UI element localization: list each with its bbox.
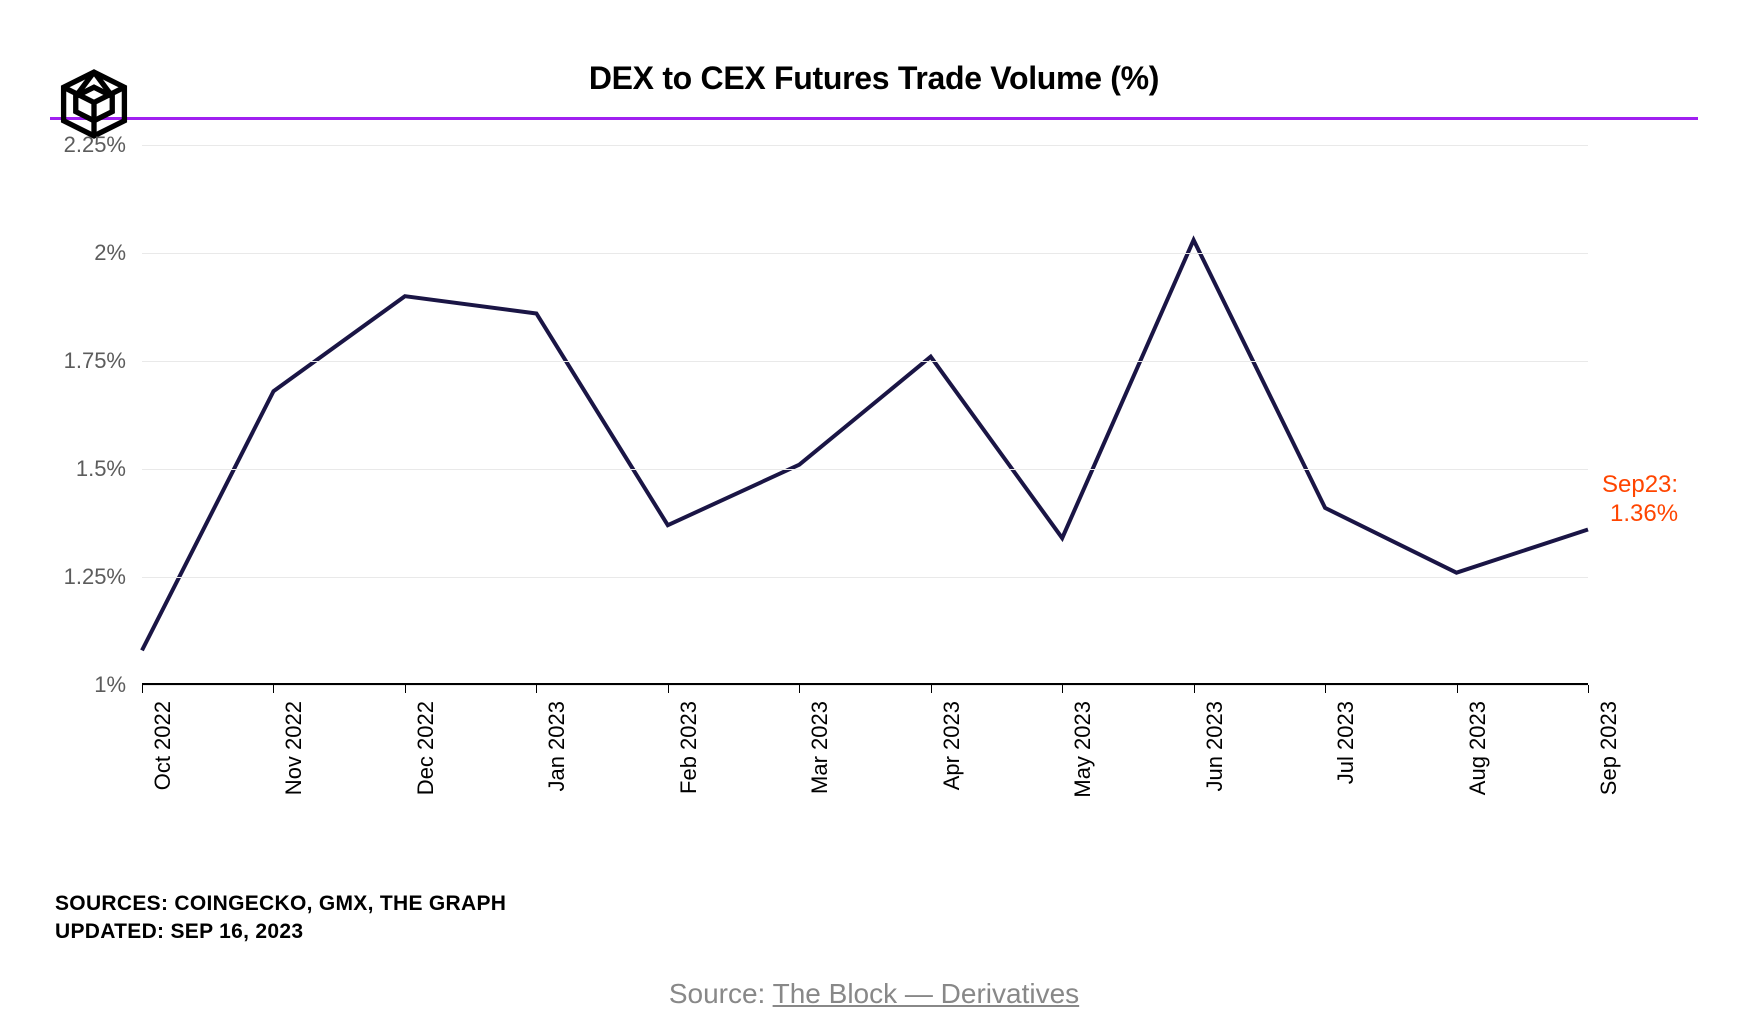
x-tick-label: Jun 2023 <box>1202 701 1228 792</box>
gridline <box>142 685 1588 686</box>
footer-attribution: Source: The Block — Derivatives <box>0 978 1748 1010</box>
x-tick <box>405 685 406 693</box>
gridline <box>142 577 1588 578</box>
title-divider <box>50 117 1698 120</box>
x-tick-label: Apr 2023 <box>939 701 965 790</box>
x-tick <box>668 685 669 693</box>
y-tick-label: 1% <box>94 672 126 698</box>
x-tick-label: Aug 2023 <box>1465 701 1491 795</box>
annotation-line2: 1.36% <box>1602 500 1678 529</box>
footer-prefix: Source: <box>669 978 773 1009</box>
x-tick <box>1325 685 1326 693</box>
footer-link[interactable]: The Block — Derivatives <box>773 978 1080 1009</box>
line-chart-svg <box>142 145 1588 685</box>
chart-area: 2.25%2%1.75%1.5%1.25%1% Oct 2022Nov 2022… <box>50 145 1698 825</box>
x-tick-label: Feb 2023 <box>676 701 702 794</box>
last-point-annotation: Sep23: 1.36% <box>1602 471 1678 529</box>
x-tick-label: May 2023 <box>1070 701 1096 798</box>
x-tick-label: Oct 2022 <box>150 701 176 790</box>
x-tick <box>1062 685 1063 693</box>
x-tick <box>799 685 800 693</box>
gridline <box>142 145 1588 146</box>
y-tick-label: 2.25% <box>64 132 126 158</box>
x-tick <box>1588 685 1589 693</box>
x-tick <box>1194 685 1195 693</box>
data-line <box>142 240 1588 650</box>
sources-block: SOURCES: COINGECKO, GMX, THE GRAPH UPDAT… <box>55 890 506 945</box>
gridline <box>142 361 1588 362</box>
sources-line: SOURCES: COINGECKO, GMX, THE GRAPH <box>55 890 506 917</box>
x-tick-label: Dec 2022 <box>413 701 439 795</box>
x-tick-label: Jul 2023 <box>1333 701 1359 784</box>
x-axis: Oct 2022 Nov 2022 Dec 2022 Jan 2023 Feb 2023… <box>142 693 1588 813</box>
x-tick <box>142 685 143 693</box>
y-tick-label: 1.25% <box>64 564 126 590</box>
updated-line: UPDATED: SEP 16, 2023 <box>55 918 506 945</box>
x-tick-label: Sep 2023 <box>1596 701 1622 795</box>
x-tick <box>273 685 274 693</box>
x-tick-label: Mar 2023 <box>807 701 833 794</box>
x-tick-label: Nov 2022 <box>281 701 307 795</box>
gridline <box>142 253 1588 254</box>
x-tick-label: Jan 2023 <box>544 701 570 792</box>
annotation-line1: Sep23: <box>1602 471 1678 500</box>
plot-area <box>142 145 1588 685</box>
y-axis: 2.25%2%1.75%1.5%1.25%1% <box>50 145 136 685</box>
x-tick <box>536 685 537 693</box>
y-tick-label: 1.5% <box>76 456 126 482</box>
chart-title: DEX to CEX Futures Trade Volume (%) <box>50 60 1698 97</box>
y-tick-label: 1.75% <box>64 348 126 374</box>
x-tick <box>1457 685 1458 693</box>
gridline <box>142 469 1588 470</box>
x-tick <box>931 685 932 693</box>
y-tick-label: 2% <box>94 240 126 266</box>
